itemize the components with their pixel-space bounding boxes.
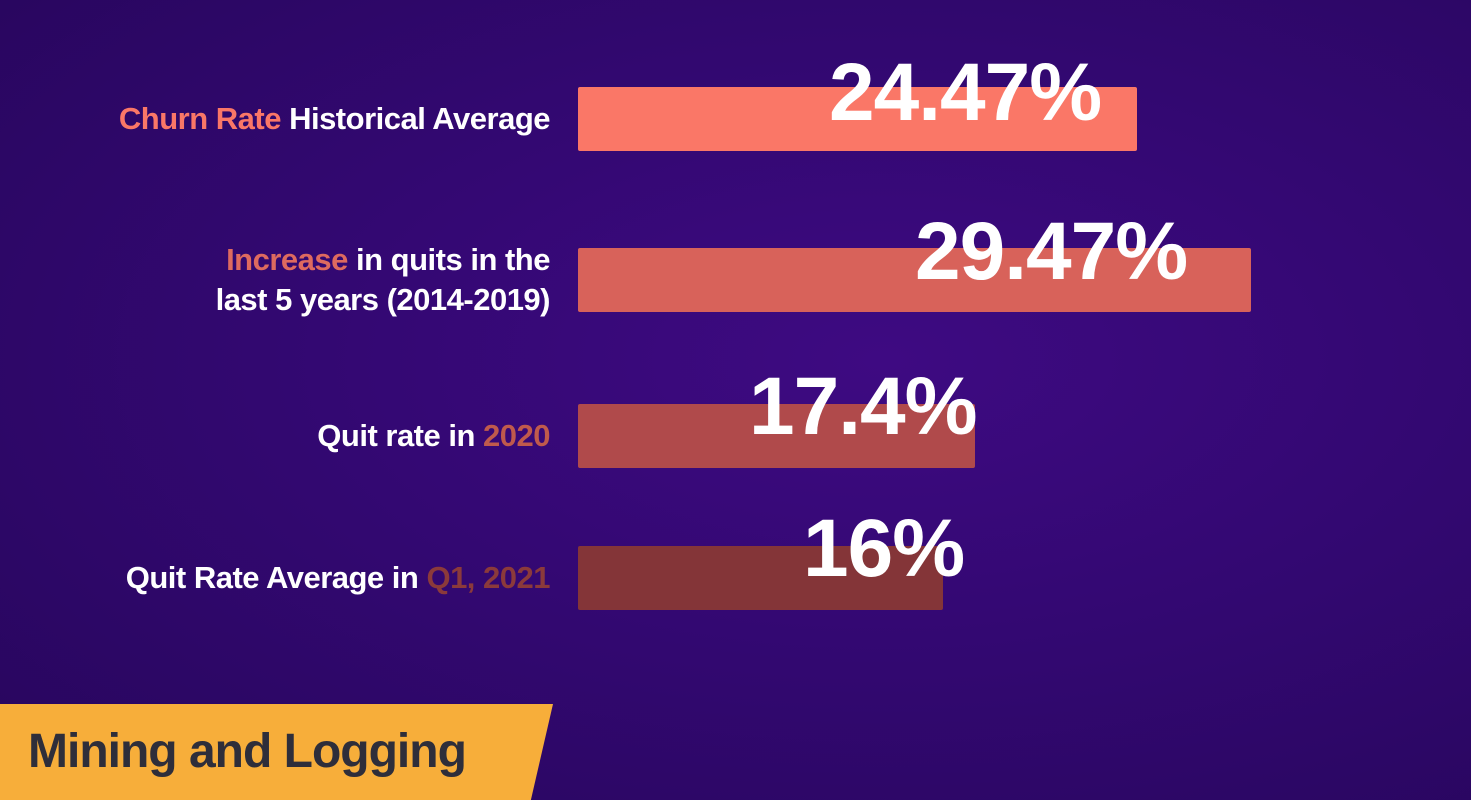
label-highlight: 2020 bbox=[483, 418, 550, 453]
label-highlight: Churn Rate bbox=[118, 101, 282, 136]
label-text: Quit Rate Average in bbox=[125, 560, 427, 595]
category-label-3: Quit rate in 2020 bbox=[0, 416, 550, 456]
bar-1 bbox=[578, 87, 1137, 151]
label-text: Quit rate in bbox=[317, 418, 484, 453]
label-text: in quits in the bbox=[347, 242, 551, 277]
label-text: last 5 years (2014-2019) bbox=[215, 282, 551, 317]
category-label-4: Quit Rate Average in Q1, 2021 bbox=[0, 558, 551, 598]
value-label-4: 16% bbox=[803, 503, 965, 594]
label-text: Historical Average bbox=[280, 101, 550, 136]
value-label-2: 29.47% bbox=[915, 206, 1188, 297]
category-banner: Mining and Logging bbox=[0, 704, 553, 800]
bar-4 bbox=[578, 546, 943, 610]
label-highlight: Q1, 2021 bbox=[426, 560, 550, 595]
label-highlight: Increase bbox=[226, 242, 348, 277]
value-label-3: 17.4% bbox=[749, 361, 978, 452]
value-label-1: 24.47% bbox=[829, 47, 1102, 138]
bar-2 bbox=[578, 248, 1251, 312]
category-title: Mining and Logging bbox=[28, 725, 467, 778]
category-label-1: Churn Rate Historical Average bbox=[0, 99, 551, 139]
category-label-2: Increase in quits in the last 5 years (20… bbox=[0, 240, 551, 320]
bar-3 bbox=[578, 404, 975, 468]
